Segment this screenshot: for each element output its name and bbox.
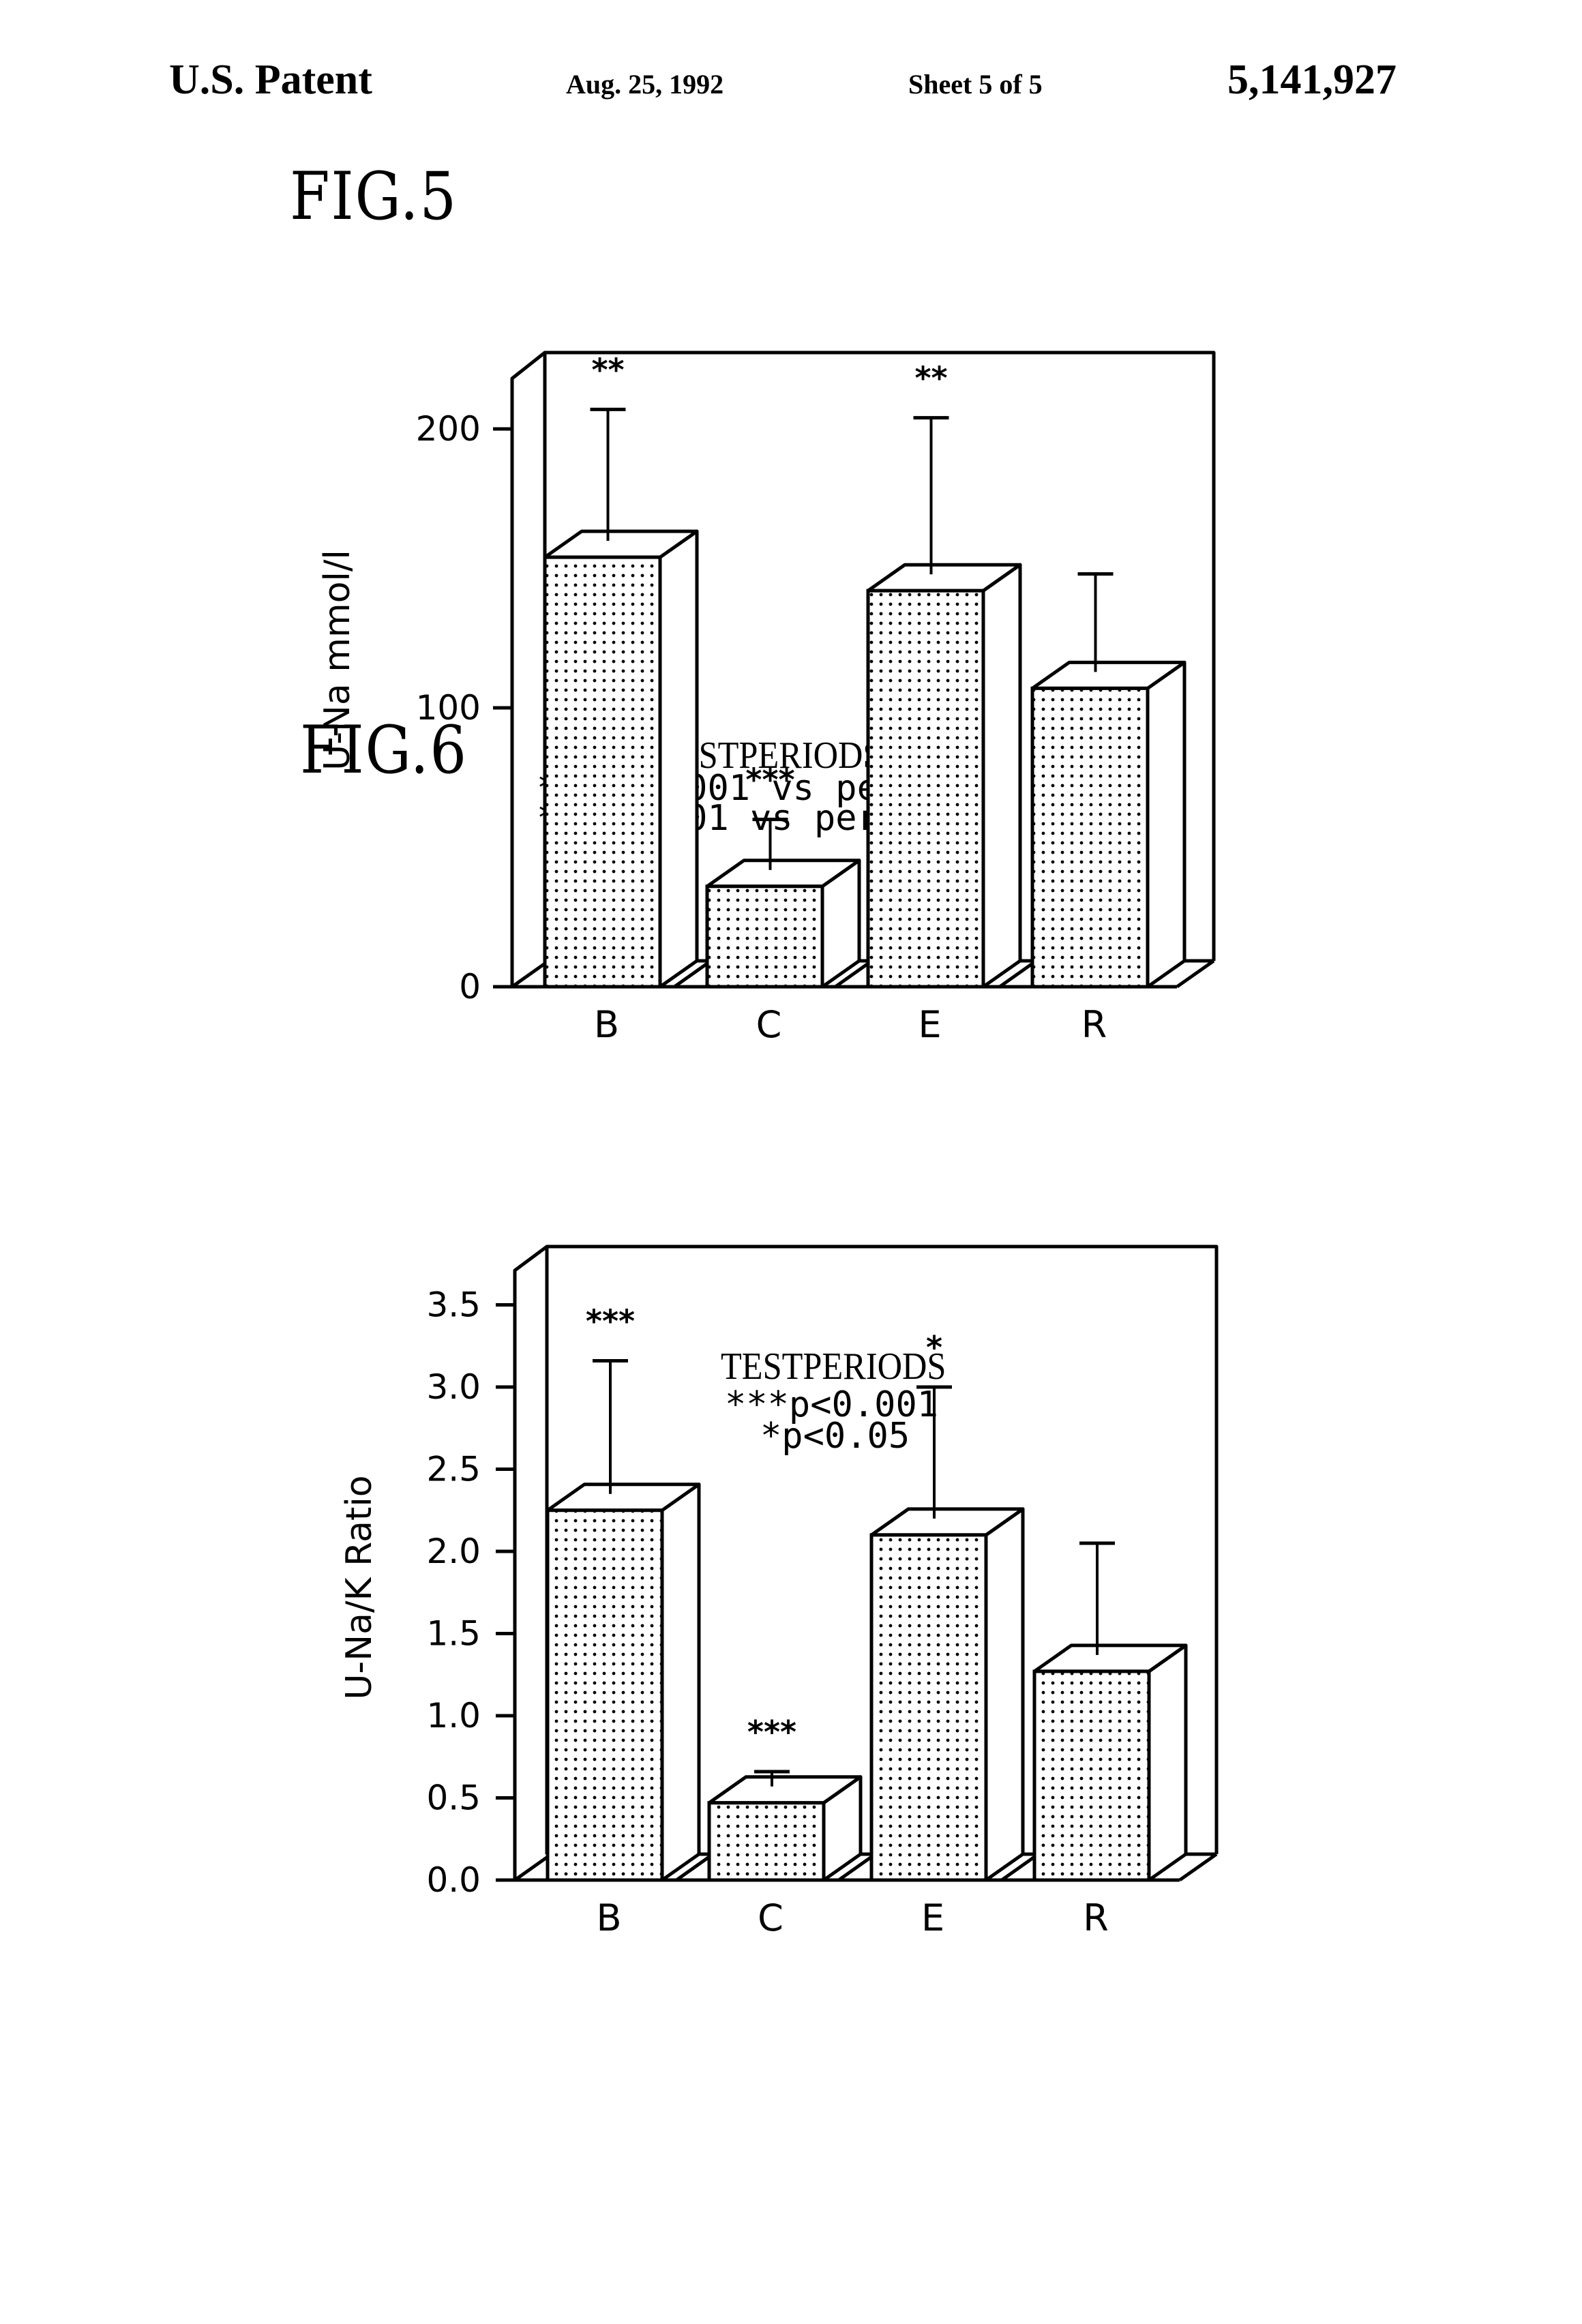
bar-E: ** E: [835, 360, 1020, 1046]
significance-marker: ***: [586, 1302, 635, 1339]
side-wall: [512, 353, 545, 987]
category-label: B: [594, 1003, 619, 1046]
side-wall: [515, 1247, 547, 1880]
significance-marker: ***: [745, 762, 794, 799]
y-tick-label: 0: [459, 967, 481, 1007]
category-label: R: [1081, 1003, 1107, 1046]
fig6-chart: 0.0 0.5 1.0 1.5 2.0 2.5 3.0 3.5 U-Na/K Ratio *** B…: [339, 1247, 1217, 1939]
category-label: E: [918, 1003, 941, 1046]
y-tick-label: 3.5: [426, 1285, 481, 1325]
bar-B: *** B: [515, 1302, 699, 1939]
bar-C: *** C: [676, 1714, 861, 1939]
category-label: C: [758, 1896, 783, 1939]
error-bar: [1079, 1543, 1115, 1655]
y-tick-label: 0.0: [426, 1860, 481, 1900]
error-bar: [593, 1360, 628, 1493]
y-tick-label: 100: [416, 688, 481, 728]
category-label: R: [1083, 1896, 1109, 1939]
y-tick-label: 2.0: [426, 1532, 481, 1571]
y-tick-label: 200: [416, 409, 481, 449]
y-tick-label: 3.0: [426, 1367, 481, 1407]
significance-marker: **: [591, 351, 624, 388]
error-bar: [591, 409, 626, 541]
error-bar: [1078, 574, 1114, 672]
significance-marker: **: [914, 360, 947, 397]
bar-E: *E: [839, 1329, 1023, 1939]
y-tick-label: 2.5: [426, 1450, 481, 1489]
y-axis-label: U-Na/K Ratio: [339, 1475, 380, 1699]
error-bar: [916, 1387, 952, 1519]
charts-canvas: 0100200U-Na mmol/l**B***C**ER 0.00.51.01…: [0, 0, 1582, 2324]
error-bar: [914, 418, 949, 575]
category-label: C: [756, 1003, 782, 1046]
bar-B: ** B: [512, 351, 697, 1046]
y-tick-label: 1.5: [426, 1614, 481, 1654]
y-tick-label: 0.5: [426, 1778, 481, 1818]
category-label: B: [596, 1896, 621, 1939]
y-axis-label: U-Na mmol/l: [317, 550, 358, 771]
bar-R: R: [1000, 574, 1184, 1046]
category-label: E: [921, 1896, 944, 1939]
y-tick-label: 1.0: [426, 1696, 481, 1735]
significance-marker: *: [926, 1329, 942, 1366]
fig5-chart: 0 100 200 U-Na mmol/l ** B *** C ** E R: [317, 351, 1214, 1046]
bar-C: *** C: [674, 762, 859, 1046]
significance-marker: ***: [747, 1714, 796, 1751]
